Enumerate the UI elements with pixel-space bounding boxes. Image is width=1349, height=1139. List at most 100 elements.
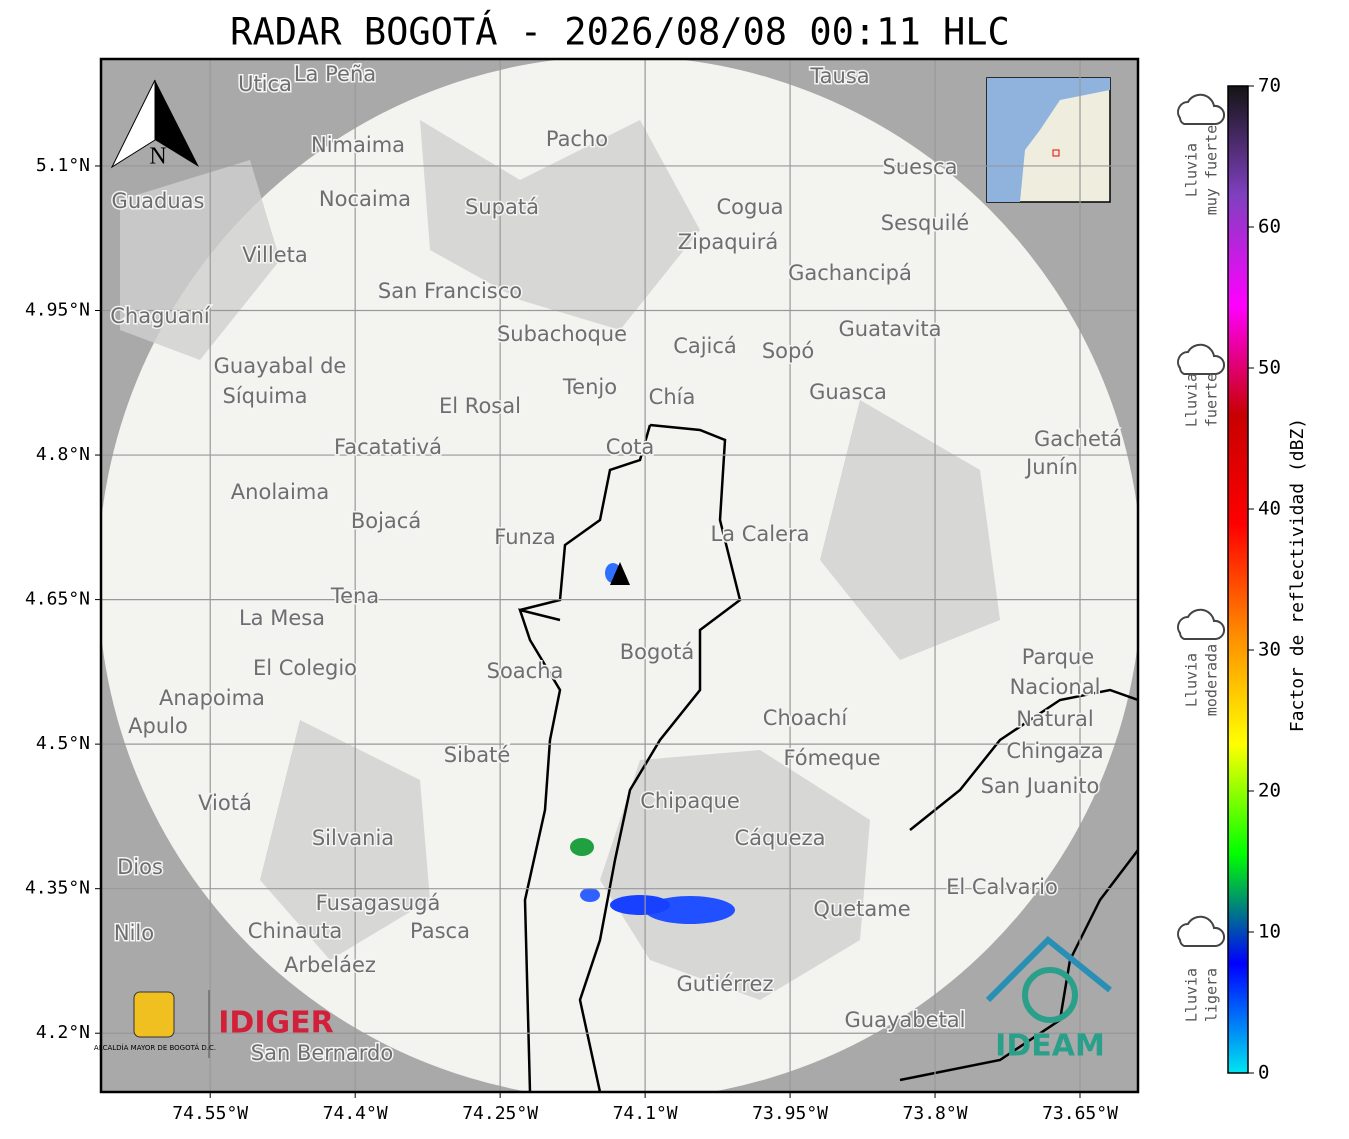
place-label: Choachí [763, 706, 849, 730]
rain-category: Lluvia moderada [1177, 608, 1225, 716]
echo [580, 888, 600, 902]
place-label: El Rosal [439, 394, 521, 418]
place-label: Cota [606, 435, 655, 459]
place-label: Tausa [809, 64, 869, 88]
place-label: Chipaque [640, 789, 740, 813]
grid [101, 59, 1138, 1092]
rain-category-label: muy fuerte [1203, 125, 1221, 215]
place-label: La Calera [710, 522, 809, 546]
logo-idiger: IDIGER [218, 1006, 333, 1041]
x-tick-label: 73.8°W [903, 1103, 968, 1124]
minimap-sea [987, 78, 1110, 202]
rain-category-label: Lluvia [1183, 968, 1201, 1022]
place-label: Apulo [128, 714, 188, 738]
place-label: Supatá [465, 195, 539, 219]
rain-icon [1177, 343, 1225, 375]
rain-category-label: Lluvia [1183, 373, 1201, 427]
place-label: Tena [330, 584, 379, 608]
colorbar-tick-label: 20 [1258, 780, 1281, 802]
place-label: Sopó [762, 339, 814, 363]
x-tick-label: 73.65°W [1042, 1103, 1118, 1124]
place-label: La Mesa [239, 606, 325, 630]
place-label: Nacional [1010, 675, 1101, 699]
echo [610, 895, 670, 915]
y-tick-label: 4.65°N [25, 589, 90, 610]
x-tick-label: 74.25°W [462, 1103, 538, 1124]
place-label: Bojacá [351, 509, 421, 533]
place-label: Fómeque [783, 746, 880, 770]
place-label: San Juanito [981, 774, 1100, 798]
colorbar-tick-label: 50 [1258, 357, 1281, 379]
place-label: Natural [1016, 707, 1093, 731]
y-tick-label: 4.5°N [36, 733, 90, 754]
place-label: Anolaima [231, 480, 329, 504]
place-label: Sibaté [444, 743, 511, 767]
place-label: Chaguaní [110, 304, 211, 328]
y-tick-label: 4.95°N [25, 300, 90, 321]
place-label: Cáqueza [735, 826, 826, 850]
y-tick-label: 4.8°N [36, 444, 90, 465]
rain-icon [1177, 93, 1225, 125]
place-label: Bogotá [620, 640, 695, 664]
place-label: Facatativá [334, 435, 442, 459]
place-label: San Bernardo [251, 1041, 393, 1065]
place-label: Tenjo [562, 375, 617, 399]
place-label: Soacha [487, 659, 564, 683]
place-label: Chinauta [248, 919, 342, 943]
place-label: Pasca [410, 919, 470, 943]
place-label: Funza [494, 525, 555, 549]
x-tick-label: 74.55°W [172, 1103, 248, 1124]
colorbar-tick-label: 0 [1258, 1062, 1269, 1084]
place-label: Junín [1024, 455, 1078, 479]
map [101, 59, 1138, 1092]
place-label: Nimaima [311, 133, 405, 157]
x-tick-label: 74.4°W [323, 1103, 388, 1124]
place-label: Anapoima [159, 686, 265, 710]
place-label: El Colegio [253, 656, 357, 680]
place-label: Suesca [883, 155, 958, 179]
place-label: Guasca [809, 380, 887, 404]
logo-ideam-text: IDEAM [995, 1029, 1105, 1064]
place-label: Parque [1022, 645, 1094, 669]
place-label: Guaduas [112, 189, 205, 213]
place-label: Chingaza [1006, 739, 1103, 763]
rain-category-label: Lluvia [1183, 143, 1201, 197]
rain-icon [1177, 915, 1225, 947]
y-tick-label: 5.1°N [36, 155, 90, 176]
place-label: Quetame [813, 897, 910, 921]
place-label: Arbeláez [284, 953, 376, 977]
place-label: Silvania [312, 826, 394, 850]
minimap-marker [1052, 149, 1060, 157]
place-label: Síquima [223, 384, 308, 408]
colorbar [1227, 85, 1249, 1074]
rain-category-label: fuerte [1203, 373, 1221, 427]
place-label: Nocaima [319, 187, 411, 211]
place-label: Fusagasugá [316, 891, 441, 915]
colorbar-tick-label: 10 [1258, 921, 1281, 943]
place-label: Guatavita [839, 317, 942, 341]
rain-category-label: Lluvia [1183, 653, 1201, 707]
place-label: Cajicá [673, 334, 737, 358]
rain-category: Lluvia ligera [1177, 915, 1225, 1022]
logo-alcaldia-text: ALCALDÍA MAYOR DE BOGOTÁ D.C. [94, 1043, 216, 1052]
place-label: Utica [238, 72, 292, 96]
radar-site [610, 562, 630, 585]
rain-category: Lluvia muy fuerte [1177, 93, 1225, 215]
place-label: Guayabetal [845, 1008, 966, 1032]
place-label: La Peña [294, 62, 376, 86]
place-label: El Calvario [946, 875, 1058, 899]
y-tick-label: 4.2°N [36, 1022, 90, 1043]
echo [570, 838, 594, 856]
place-label: Villeta [242, 243, 307, 267]
rain-category-label: ligera [1203, 968, 1221, 1022]
colorbar-tick-label: 70 [1258, 75, 1281, 97]
logo-alcaldia: ALCALDÍA MAYOR DE BOGOTÁ D.C. IDIGER [94, 990, 334, 1058]
place-label: Subachoque [497, 322, 627, 346]
place-label: Zipaquirá [678, 230, 778, 254]
terrain [120, 120, 1000, 1000]
place-label: Gutiérrez [677, 972, 774, 996]
place-label: Cogua [716, 195, 783, 219]
north-arrow: N [110, 79, 199, 170]
boundary [899, 688, 1138, 1082]
